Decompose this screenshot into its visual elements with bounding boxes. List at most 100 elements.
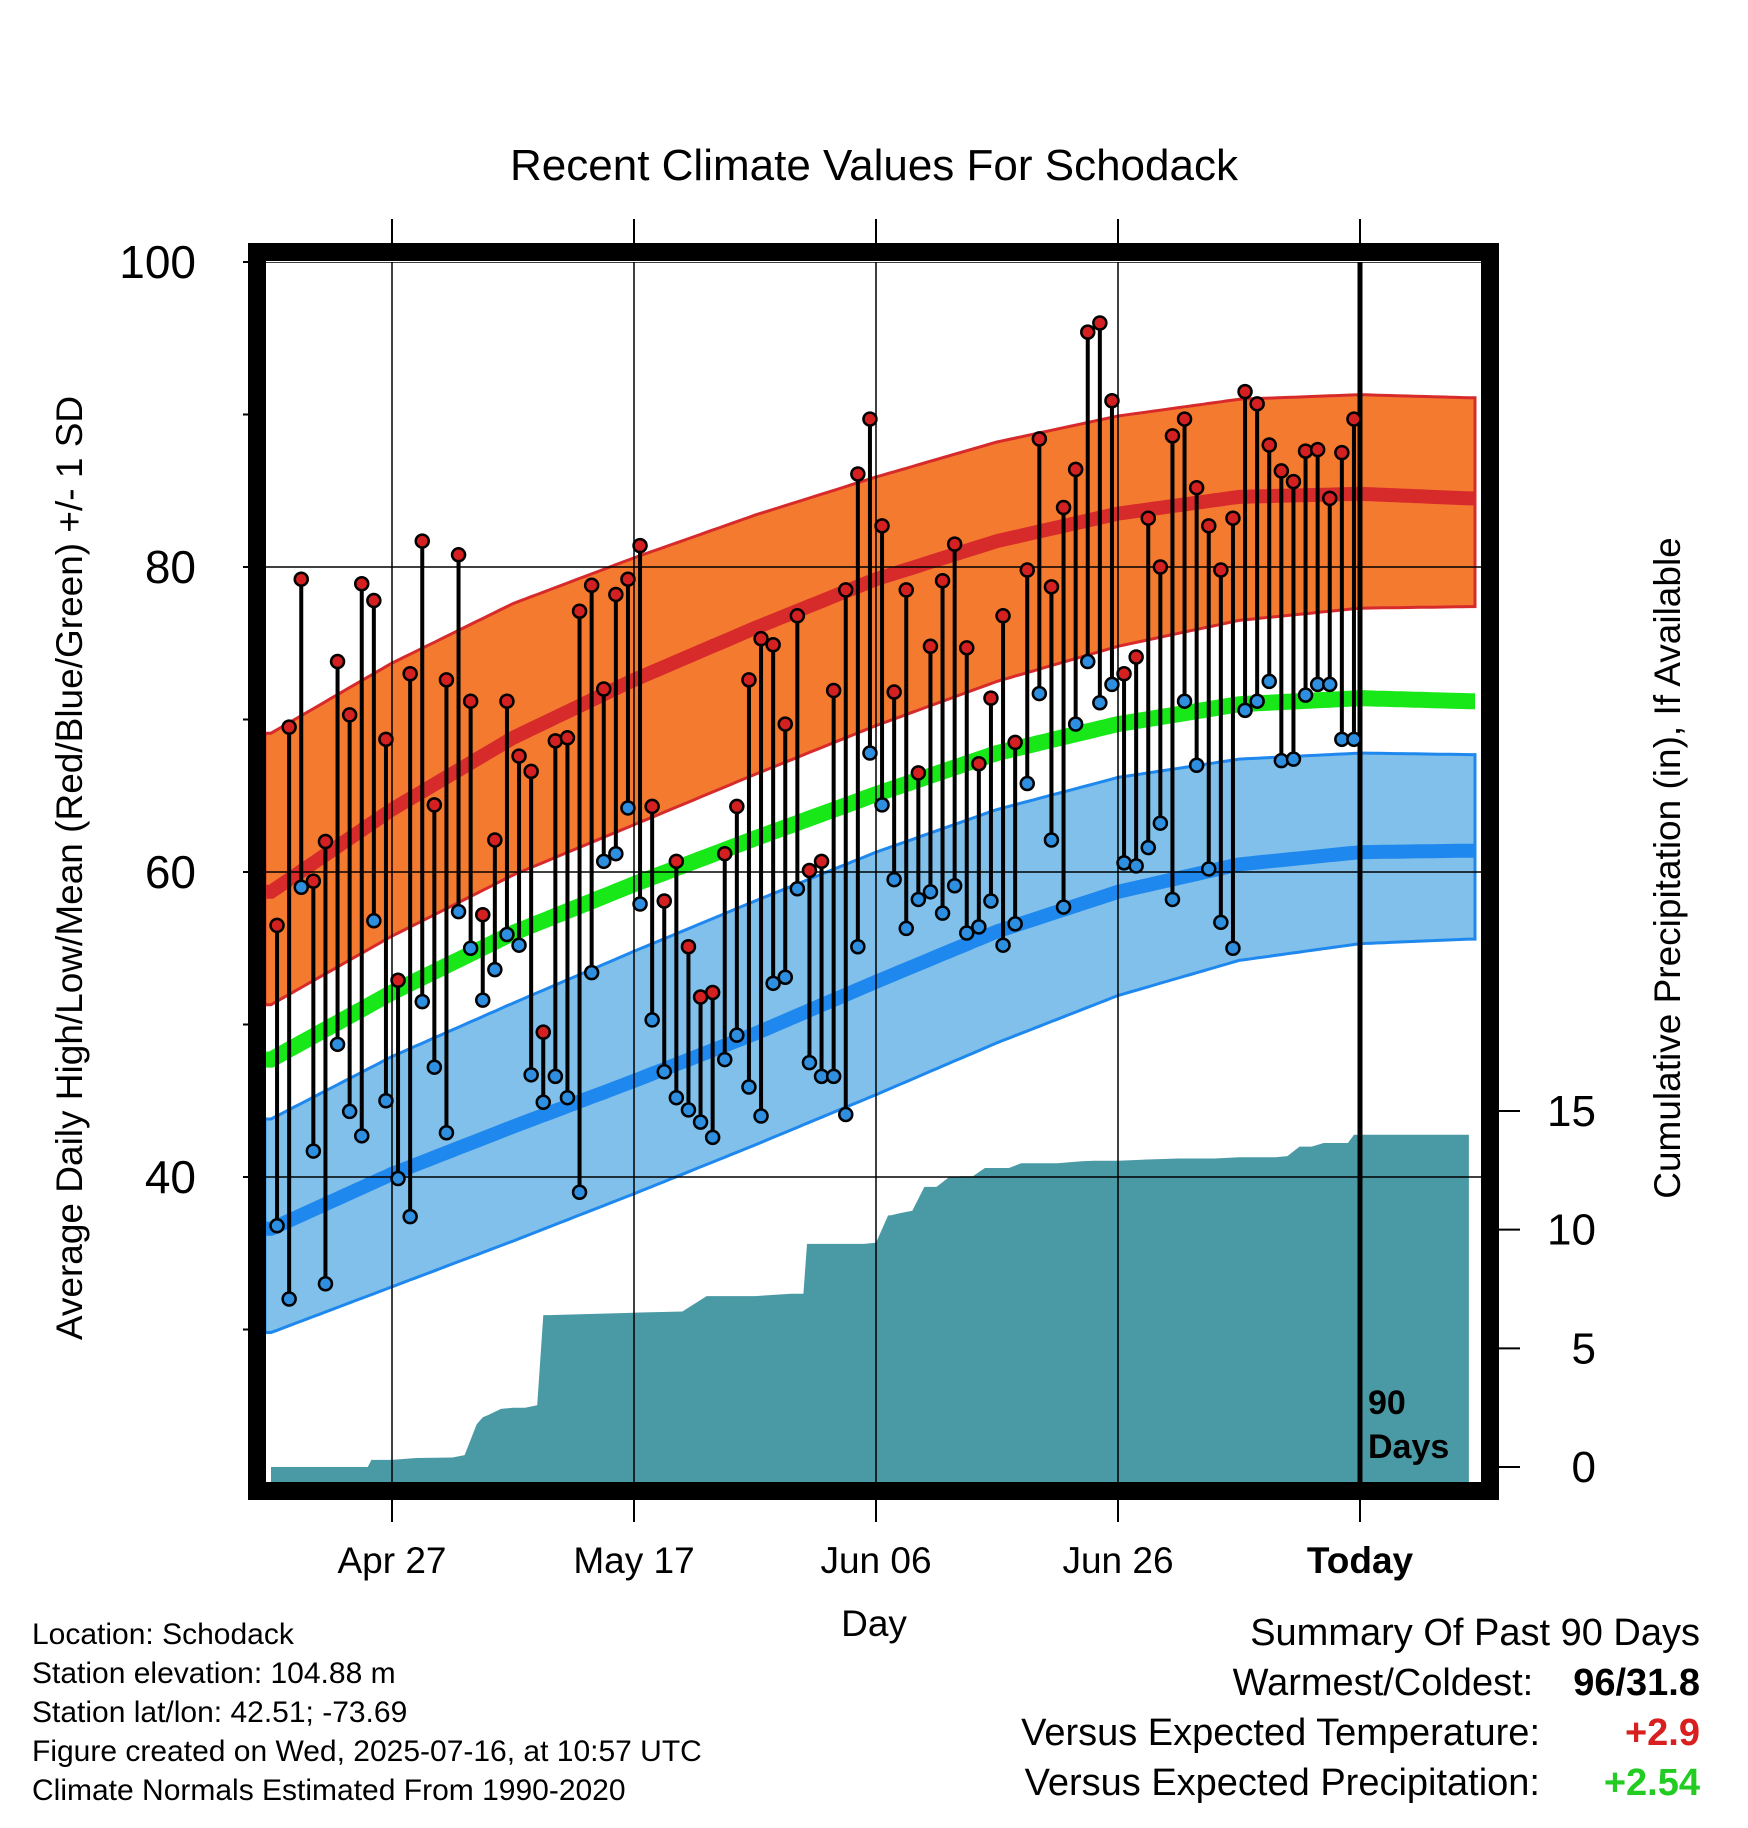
low-point: [390, 1170, 406, 1187]
low-point: [583, 964, 600, 981]
x-tick-label: Jun 06: [820, 1540, 931, 1581]
low-point: [934, 905, 951, 921]
high-point: [1104, 393, 1120, 409]
high-point: [1322, 490, 1338, 507]
high-point: [765, 637, 781, 653]
latlon-text: Station lat/lon: 42.51; -73.69: [32, 1696, 408, 1729]
high-point: [281, 719, 297, 735]
high-point: [487, 832, 503, 848]
high-point: [1273, 463, 1290, 479]
low-point: [765, 975, 781, 992]
high-point: [753, 630, 769, 647]
high-point: [934, 572, 951, 589]
low-point: [378, 1093, 394, 1109]
temp-value: +2.9: [1624, 1712, 1700, 1754]
high-point: [838, 582, 854, 598]
low-point: [644, 1012, 660, 1028]
high-point: [535, 1024, 551, 1040]
high-point: [717, 845, 733, 862]
low-point: [1346, 731, 1362, 748]
low-point: [946, 877, 963, 894]
high-point: [438, 672, 455, 688]
high-point: [511, 748, 527, 764]
station-info: Location: Schodack Station elevation: 10…: [32, 1615, 702, 1810]
high-point: [668, 853, 685, 870]
precip-value: +2.54: [1603, 1762, 1700, 1804]
low-point: [971, 919, 987, 935]
low-point: [656, 1064, 672, 1080]
high-point: [729, 798, 745, 815]
precip-label: Versus Expected Precipitation:: [1024, 1762, 1540, 1804]
low-point: [753, 1108, 769, 1124]
low-point: [366, 913, 382, 929]
normal-mean-line: [266, 690, 1475, 1068]
high-point: [1019, 562, 1035, 578]
high-point: [426, 797, 443, 813]
high-point: [971, 755, 987, 772]
low-point: [1213, 914, 1229, 931]
temp-row: Versus Expected Temperature: +2.9: [1021, 1708, 1700, 1758]
temp-label: Versus Expected Temperature:: [1021, 1712, 1540, 1754]
high-point: [620, 571, 636, 587]
precip-row: Versus Expected Precipitation: +2.54: [1021, 1758, 1700, 1808]
high-point: [813, 853, 830, 870]
warmest-label: Warmest/Coldest:: [1232, 1662, 1534, 1704]
high-point: [862, 411, 878, 427]
high-point: [1007, 734, 1023, 751]
summary-panel: Summary Of Past 90 Days Warmest/Coldest:…: [1021, 1608, 1700, 1808]
high-point: [1152, 559, 1169, 575]
high-point: [329, 653, 346, 670]
low-point: [281, 1291, 297, 1307]
high-point: [317, 833, 334, 850]
daily-points: [269, 315, 1362, 1307]
low-point: [1152, 815, 1169, 831]
low-point: [995, 937, 1011, 953]
high-point: [1176, 411, 1193, 427]
today-days-label: 90: [1368, 1384, 1406, 1422]
high-point: [1334, 444, 1350, 461]
low-point: [1104, 676, 1120, 693]
low-point: [341, 1103, 358, 1120]
low-point: [704, 1129, 721, 1146]
low-point: [1092, 694, 1108, 711]
x-axis-label: Day: [841, 1603, 907, 1644]
low-point: [511, 937, 527, 953]
high-point: [1201, 518, 1217, 534]
high-point: [898, 582, 914, 598]
high-point: [1031, 431, 1048, 447]
low-point: [535, 1094, 551, 1111]
high-point: [390, 972, 406, 989]
high-point: [596, 681, 612, 697]
low-point: [269, 1218, 285, 1234]
low-point: [414, 993, 430, 1010]
high-point: [583, 577, 600, 594]
low-point: [317, 1276, 334, 1292]
low-point: [1285, 751, 1302, 767]
high-point: [1285, 473, 1302, 490]
location-text: Location: Schodack: [32, 1618, 294, 1651]
low-point: [1019, 775, 1035, 792]
low-point: [741, 1079, 757, 1095]
high-point: [1080, 324, 1096, 340]
low-point: [608, 845, 624, 862]
high-point: [414, 533, 430, 549]
low-point: [1140, 839, 1156, 856]
low-point: [717, 1051, 733, 1068]
low-point: [547, 1068, 564, 1085]
high-point: [632, 537, 648, 554]
high-point: [378, 731, 394, 748]
high-point: [1261, 437, 1277, 453]
low-point: [293, 879, 309, 895]
high-point: [1188, 479, 1205, 496]
low-point: [1201, 861, 1217, 877]
y2-tick-label: 10: [1547, 1206, 1596, 1255]
high-point: [789, 608, 806, 624]
low-point: [874, 797, 890, 813]
high-point: [571, 603, 588, 619]
low-point: [1176, 693, 1193, 709]
high-point: [777, 716, 793, 732]
low-point: [1237, 702, 1253, 719]
chart-title: Recent Climate Values For Schodack: [510, 141, 1239, 190]
high-point: [1067, 461, 1084, 478]
